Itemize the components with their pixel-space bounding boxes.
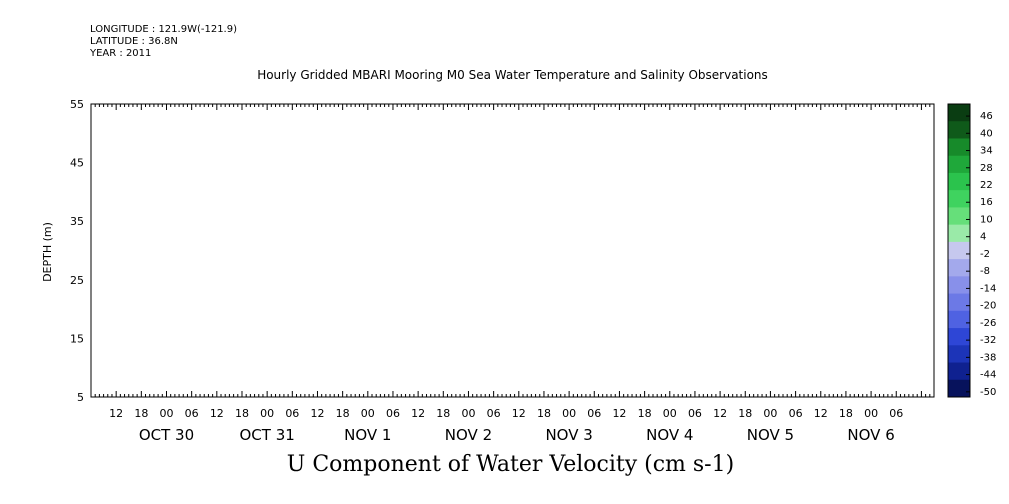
colorbar-swatch: [948, 207, 970, 226]
x-day-label: NOV 2: [445, 426, 492, 444]
colorbar-label: 10: [980, 214, 993, 225]
x-day-label: OCT 31: [239, 426, 294, 444]
colorbar-swatch: [948, 293, 970, 312]
colorbar-swatch: [948, 224, 970, 243]
y-tick-label: 5: [77, 391, 84, 404]
colorbar-label: -44: [980, 370, 996, 381]
year-label: YEAR : 2011: [90, 48, 152, 59]
x-tick-label: 12: [109, 407, 123, 420]
colorbar-label: -8: [980, 266, 990, 277]
x-day-label: OCT 30: [139, 426, 194, 444]
colorbar: 46 40 34 28 22 16 10 4 -2 -8 -14 -20 -26 -32 -38 -44 -50: [947, 103, 996, 398]
colorbar-swatch: [948, 310, 970, 329]
chart-title: Hourly Gridded MBARI Mooring M0 Sea Wate…: [0, 68, 1009, 82]
x-tick-label: 12: [512, 407, 526, 420]
colorbar-swatch: [948, 328, 970, 346]
x-tick-label: 06: [789, 407, 803, 420]
x-tick-label: 18: [537, 407, 551, 420]
y-axis-label: DEPTH (m): [41, 222, 54, 282]
x-axis-label: U Component of Water Velocity (cm s-1): [0, 452, 1009, 477]
colorbar-label: 4: [980, 232, 986, 243]
x-tick-label: 00: [159, 407, 173, 420]
colorbar-label: 40: [980, 128, 993, 139]
colorbar-label: 22: [980, 180, 993, 191]
x-tick-label: 12: [612, 407, 626, 420]
x-tick-label: 00: [461, 407, 475, 420]
colorbar-swatch: [948, 241, 970, 260]
colorbar-swatch: [948, 259, 970, 277]
colorbar-label: -14: [980, 283, 996, 294]
x-tick-label: 18: [336, 407, 350, 420]
colorbar-swatch: [948, 379, 970, 398]
longitude-label: LONGITUDE : 121.9W(-121.9): [90, 24, 237, 35]
plot-frame: [90, 103, 935, 398]
y-axis: 5 15 25 35 45 55: [70, 98, 84, 404]
latitude-label: LATITUDE : 36.8N: [90, 36, 178, 47]
y-tick-label: 15: [70, 332, 84, 345]
x-tick-label: 00: [361, 407, 375, 420]
x-tick-label: 00: [864, 407, 878, 420]
colorbar-label: -20: [980, 301, 996, 312]
x-axis: 12 18 00 06 12 18 00 06 12 18 00 06 12 18 00 06 12 18 00 06…: [90, 104, 935, 444]
x-tick-label: 06: [386, 407, 400, 420]
x-tick-label: 06: [688, 407, 702, 420]
colorbar-label: -26: [980, 318, 996, 329]
colorbar-swatch: [948, 104, 970, 122]
y-tick-label: 35: [70, 215, 84, 228]
chart-title-text: Hourly Gridded MBARI Mooring M0 Sea Wate…: [257, 68, 768, 82]
colorbar-label: -50: [980, 387, 996, 398]
colorbar-swatch: [948, 138, 970, 157]
x-day-label: NOV 4: [646, 426, 693, 444]
colorbar-label: 28: [980, 163, 993, 174]
colorbar-swatch: [948, 345, 970, 364]
colorbar-swatch: [948, 276, 970, 295]
x-tick-label: 12: [713, 407, 727, 420]
x-tick-label: 18: [839, 407, 853, 420]
colorbar-label: -2: [980, 249, 990, 260]
x-tick-label: 18: [738, 407, 752, 420]
x-tick-label: 00: [763, 407, 777, 420]
x-axis-label-text: U Component of Water Velocity (cm s-1): [286, 452, 735, 477]
x-tick-label: 12: [814, 407, 828, 420]
x-day-label: NOV 1: [344, 426, 391, 444]
x-tick-label: 00: [663, 407, 677, 420]
x-tick-label: 06: [185, 407, 199, 420]
x-tick-label: 18: [638, 407, 652, 420]
colorbar-label: -32: [980, 335, 996, 346]
x-day-label: NOV 5: [747, 426, 794, 444]
x-day-label: NOV 6: [847, 426, 894, 444]
x-tick-label: 18: [436, 407, 450, 420]
x-tick-label: 00: [260, 407, 274, 420]
colorbar-swatch: [948, 172, 970, 191]
x-tick-label: 18: [235, 407, 249, 420]
x-tick-label: 06: [487, 407, 501, 420]
colorbar-label: 34: [980, 146, 993, 157]
colorbar-frame: [947, 103, 971, 398]
x-tick-label: 12: [210, 407, 224, 420]
colorbar-swatch: [948, 155, 970, 174]
x-tick-label: 00: [562, 407, 576, 420]
x-tick-label: 12: [310, 407, 324, 420]
x-tick-label: 06: [285, 407, 299, 420]
x-tick-label: 12: [411, 407, 425, 420]
colorbar-label: -38: [980, 352, 996, 363]
colorbar-label: 16: [980, 197, 993, 208]
x-day-label: NOV 3: [545, 426, 592, 444]
colorbar-label: 46: [980, 111, 993, 122]
y-tick-label: 25: [70, 274, 84, 287]
x-tick-label: 06: [587, 407, 601, 420]
colorbar-swatch: [948, 121, 970, 139]
y-tick-label: 45: [70, 157, 84, 170]
colorbar-swatch: [948, 190, 970, 208]
x-tick-label: 06: [889, 407, 903, 420]
colorbar-swatch: [948, 362, 970, 381]
y-tick-label: 55: [70, 98, 84, 111]
x-tick-label: 18: [134, 407, 148, 420]
